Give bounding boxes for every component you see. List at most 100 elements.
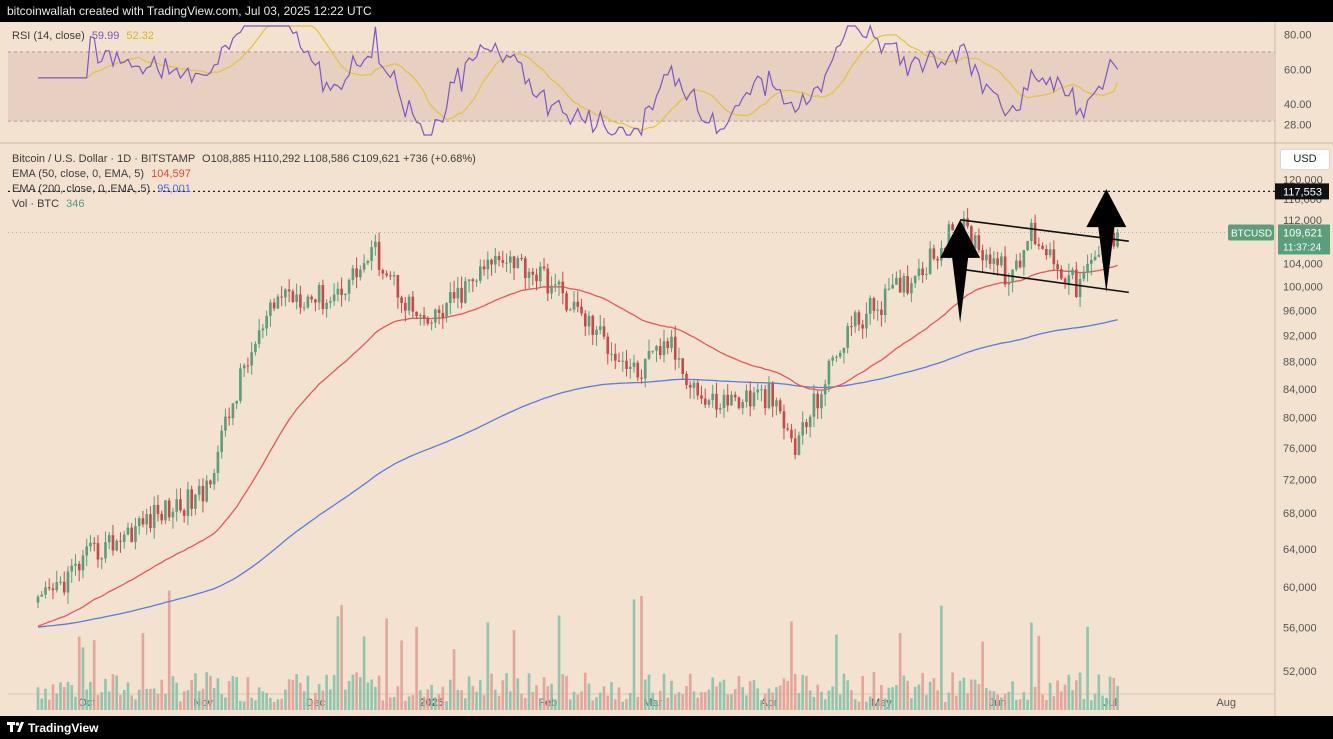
candle-body	[220, 430, 223, 452]
volume-bar	[1015, 699, 1018, 710]
volume-bar	[1097, 674, 1101, 710]
volume-bar	[973, 679, 977, 710]
volume-bar	[1063, 684, 1067, 710]
candle-body	[827, 360, 831, 385]
volume-bar	[497, 695, 501, 710]
volume-bar	[377, 675, 381, 710]
tradingview-logo-icon	[7, 722, 24, 732]
volume-bar	[171, 676, 175, 710]
candle-body	[186, 489, 190, 516]
candle-body	[276, 296, 280, 309]
candle-body	[988, 254, 992, 264]
candle-body	[598, 326, 602, 330]
candle-body	[280, 296, 283, 298]
volume-bar	[658, 690, 662, 710]
volume-bar	[310, 699, 313, 710]
volume-bar	[711, 677, 715, 710]
volume-bar	[1041, 694, 1044, 710]
volume-bar	[741, 687, 745, 710]
candle-body	[981, 250, 984, 261]
currency-button[interactable]: USD	[1280, 149, 1330, 170]
volume-bar	[490, 673, 493, 710]
candle-body	[587, 315, 591, 327]
candle-body	[745, 390, 748, 403]
candle-body	[913, 275, 917, 284]
volume-bar	[314, 692, 317, 710]
volume-value: 346	[66, 198, 85, 210]
volume-bar	[520, 693, 523, 710]
candle-body	[77, 563, 81, 571]
volume-bar	[51, 684, 55, 710]
volume-bar	[246, 677, 250, 710]
chart-area[interactable]: 80.0060.0040.0028.00120,000116,000112,00…	[0, 22, 1333, 716]
ema200-value: 95,001	[157, 183, 191, 195]
candle-body	[973, 235, 977, 249]
candle-body	[793, 438, 797, 455]
candle-body	[482, 266, 486, 270]
candle-body	[996, 258, 999, 266]
candle-body	[557, 281, 561, 285]
volume-bar	[36, 687, 40, 710]
volume-bar	[344, 689, 347, 710]
volume-bar	[426, 689, 430, 710]
volume-bar	[1018, 699, 1022, 710]
candle-body	[156, 504, 160, 514]
candle-body	[812, 393, 816, 417]
volume-legend[interactable]: Vol · BTC 346	[12, 198, 85, 210]
candle-body	[868, 298, 872, 314]
candle-body	[992, 258, 996, 264]
volume-bar	[1011, 681, 1014, 710]
volume-bar	[733, 689, 737, 710]
volume-bar	[92, 640, 96, 710]
candle-body	[224, 416, 227, 431]
volume-bar	[242, 701, 246, 710]
volume-bar	[572, 691, 576, 710]
candle-body	[977, 235, 981, 251]
volume-bar	[531, 691, 535, 710]
candle-body	[250, 352, 253, 366]
volume-bar	[655, 700, 658, 710]
ema50-legend[interactable]: EMA (50, close, 0, EMA, 5) 104,597	[12, 168, 191, 180]
candle-body	[392, 275, 396, 277]
candle-body	[314, 299, 317, 303]
volume-bar	[951, 672, 954, 710]
volume-bar	[771, 692, 775, 710]
candle-body	[887, 288, 891, 290]
candle-body	[359, 269, 362, 278]
candle-body	[336, 288, 340, 295]
volume-bar	[1037, 635, 1041, 710]
volume-bar	[1033, 686, 1037, 710]
candle-body	[838, 352, 842, 357]
symbol-legend[interactable]: Bitcoin / U.S. Dollar · 1D · BITSTAMP O1…	[12, 153, 476, 165]
candle-body	[190, 489, 193, 509]
candle-body	[542, 266, 546, 269]
volume-bar	[257, 687, 261, 710]
volume-bar	[955, 695, 958, 710]
candle-body	[366, 260, 370, 264]
volume-bar	[846, 680, 849, 710]
candle-body	[666, 341, 670, 349]
volume-bar	[808, 690, 812, 710]
breakout-arrow-1	[940, 219, 981, 323]
volume-bar	[441, 686, 445, 710]
candle-body	[640, 377, 643, 379]
volume-bar	[861, 675, 864, 710]
candle-body	[786, 428, 790, 430]
volume-bar	[362, 636, 366, 710]
volume-bar	[737, 676, 741, 710]
candle-body	[317, 284, 321, 303]
ticker-label-bg	[1228, 224, 1274, 241]
volume-bar	[576, 694, 580, 710]
volume-bar	[527, 673, 531, 710]
ticker-label: BTCUSD	[1231, 228, 1272, 239]
volume-bar	[306, 675, 310, 710]
volume-bar	[962, 677, 966, 710]
volume-bar	[201, 688, 205, 710]
volume-bar	[606, 695, 610, 710]
candle-body	[940, 248, 943, 261]
volume-bar	[835, 634, 838, 710]
rsi-label: RSI (14, close)	[12, 30, 85, 42]
ema200-legend[interactable]: EMA (200, close, 0, EMA, 5) 95,001	[12, 183, 191, 195]
candle-body	[538, 266, 542, 282]
volume-bar	[891, 687, 894, 710]
